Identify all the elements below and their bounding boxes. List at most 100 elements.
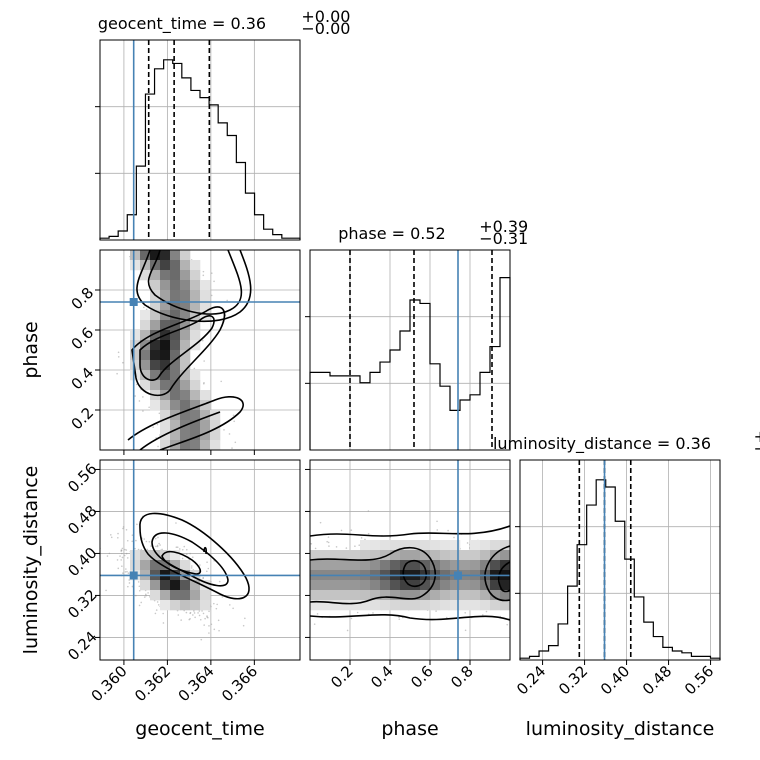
density-cell: [160, 270, 171, 281]
density-cell: [380, 600, 391, 611]
density-cell: [180, 340, 191, 351]
density-cell: [160, 350, 171, 361]
density-cell: [180, 250, 191, 261]
density-cell: [190, 420, 201, 431]
scatter-point: [190, 565, 193, 567]
density-cell: [380, 580, 391, 591]
truth-marker: [129, 298, 138, 306]
scatter-point: [145, 308, 148, 311]
density-cell: [470, 540, 481, 551]
scatter-point: [177, 614, 180, 616]
scatter-point: [314, 547, 317, 550]
density-cell: [170, 260, 181, 271]
scatter-point: [124, 571, 127, 573]
scatter-point: [206, 570, 208, 573]
scatter-point: [210, 623, 213, 626]
ytick-label-luminosity_distance: 0.56: [64, 460, 100, 496]
scatter-point: [117, 567, 120, 570]
density-cell: [190, 600, 201, 611]
density-cell: [310, 600, 321, 611]
density-cell: [180, 590, 191, 601]
scatter-point: [194, 616, 196, 619]
density-cell: [330, 580, 341, 591]
density-cell: [170, 250, 181, 261]
ylabel-phase: phase: [20, 321, 42, 378]
density-cell: [390, 560, 401, 571]
density-cell: [180, 300, 191, 311]
scatter-point: [389, 536, 392, 538]
scatter-point: [175, 522, 177, 524]
scatter-point: [135, 383, 138, 386]
scatter-point: [117, 356, 120, 358]
density-cell: [490, 580, 501, 591]
scatter-point: [148, 540, 151, 543]
density-cell: [190, 580, 201, 591]
scatter-point: [316, 613, 319, 615]
xtick-label-phase: 0.4: [367, 662, 397, 692]
density-cell: [160, 290, 171, 301]
scatter-point: [328, 545, 330, 547]
hist-luminosity_distance-step: [519, 479, 721, 660]
scatter-point: [162, 612, 164, 615]
density-cell: [210, 420, 221, 431]
scatter-point: [117, 532, 119, 535]
density-cell: [370, 600, 381, 611]
density-cell: [190, 380, 201, 391]
scatter-point: [117, 351, 120, 354]
density-cell: [200, 580, 211, 591]
density-cell: [170, 380, 181, 391]
density-cell: [200, 420, 211, 431]
xtick-label-geocent_time: 0.360: [88, 662, 131, 705]
panel-geocent_time-luminosity_distance-frame: [99, 459, 301, 661]
xtick-label-phase: 0.2: [327, 662, 357, 692]
density-cell: [480, 550, 491, 561]
density-cell: [160, 300, 171, 311]
panel-geocent_time-background: [100, 40, 300, 240]
xtick-label-phase: 0.6: [407, 662, 437, 692]
scatter-point: [203, 360, 205, 362]
scatter-point: [150, 545, 152, 547]
xlabel-luminosity_distance: luminosity_distance: [526, 718, 715, 740]
density-cell: [380, 560, 391, 571]
density-cell: [150, 270, 161, 281]
scatter-point: [157, 604, 160, 606]
density-cell: [200, 410, 211, 421]
scatter-point: [216, 603, 218, 606]
density-cell: [140, 550, 151, 561]
scatter-point: [192, 614, 194, 616]
scatter-point: [202, 612, 205, 615]
density-cell: [200, 440, 211, 450]
density-cell: [310, 580, 321, 591]
contour-0: [147, 250, 243, 315]
scatter-point: [208, 610, 210, 613]
scatter-point: [210, 294, 213, 297]
density-cell: [140, 350, 151, 361]
contour-4: [402, 559, 427, 588]
density-cell: [130, 360, 141, 371]
hist-geocent_time-title-plus: +0.00: [301, 7, 350, 26]
scatter-point: [356, 611, 359, 614]
scatter-point: [189, 611, 192, 614]
density-cell: [460, 560, 471, 571]
scatter-point: [140, 601, 143, 604]
density-cell: [390, 580, 401, 591]
scatter-point: [208, 625, 210, 627]
density-cell: [140, 320, 151, 331]
scatter-point: [108, 552, 111, 555]
density-cell: [150, 250, 161, 261]
density-cell: [320, 590, 331, 601]
scatter-point: [198, 614, 201, 617]
contour-5: [139, 411, 221, 450]
scatter-point: [221, 596, 224, 598]
contour-3: [131, 306, 226, 397]
hist-phase-step: [309, 276, 511, 450]
density-cell: [340, 560, 351, 571]
scatter-point: [158, 412, 161, 415]
density-cell: [170, 270, 181, 281]
scatter-point: [354, 545, 356, 548]
hist-geocent_time-title: geocent_time = 0.36: [98, 14, 266, 34]
density-cell: [420, 580, 431, 591]
scatter-point: [327, 536, 330, 538]
density-cell: [400, 590, 411, 601]
density-cell: [380, 550, 391, 561]
